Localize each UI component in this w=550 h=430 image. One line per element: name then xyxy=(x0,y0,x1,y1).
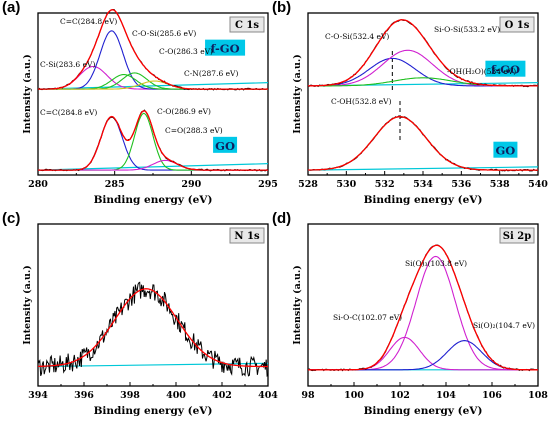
x-tick-label: 396 xyxy=(74,390,94,401)
spectrum-tag-box xyxy=(229,227,265,244)
panel-d: (d) 98 100 102 104 106 108 Binding energy (eV) I… xyxy=(272,210,548,417)
x-tick-label: 536 xyxy=(451,179,471,190)
baseline-curve xyxy=(37,163,269,171)
sample-label-box xyxy=(213,136,238,153)
x-tick-label: 404 xyxy=(258,390,278,401)
sample-label: GO xyxy=(495,144,515,158)
spectrum-tag-box xyxy=(229,16,265,33)
x-tick-label: 398 xyxy=(120,390,140,401)
fitted-envelope xyxy=(38,110,268,171)
peak-annotation: -OH(H₂O)(534 eV) xyxy=(447,67,516,76)
x-tick-label: 532 xyxy=(375,179,395,190)
y-axis-title: Intensity (a.u.) xyxy=(292,54,303,134)
sample-label-box xyxy=(485,60,526,77)
spectrum-tag: O 1s xyxy=(505,20,530,31)
x-tick-label: 540 xyxy=(528,179,548,190)
x-tick-label: 530 xyxy=(336,179,356,190)
fitted-envelope xyxy=(307,19,538,87)
sample-label: f-GO xyxy=(210,42,239,56)
peak-annotation: Si(O)₃(103.8 eV) xyxy=(405,259,467,268)
peak-annotation: Si-O-C(102.07 eV) xyxy=(333,313,402,322)
baseline-curve xyxy=(307,166,539,171)
x-tick-label: 528 xyxy=(298,179,318,190)
x-tick-label: 100 xyxy=(344,390,364,401)
fitted-envelope xyxy=(38,288,268,368)
panel-label: (b) xyxy=(272,0,291,16)
y-axis-title: Intensity (a.u.) xyxy=(22,265,33,345)
spectrum-tag: N 1s xyxy=(234,231,260,242)
x-tick-label: 280 xyxy=(28,179,48,190)
peak-annotation: C-N(287.6 eV) xyxy=(184,69,238,78)
panel-label: (d) xyxy=(272,210,291,227)
peak-annotation: C-O(286.9 eV) xyxy=(157,107,211,116)
spectrum-tag-box xyxy=(499,227,535,244)
peak-annotation: C-O(286.3 eV) xyxy=(159,47,213,56)
peak-annotation: C=C(284.8 eV) xyxy=(60,17,117,26)
spectrum-tag: Si 2p xyxy=(503,231,531,242)
peak-annotation: Si(O)₂(104.7 eV) xyxy=(473,321,535,330)
peak-annotation: C-O-Si(532.4 eV) xyxy=(325,32,389,41)
fitted-envelope xyxy=(38,9,268,90)
peak-annotation: C-O-Si(285.6 eV) xyxy=(132,29,196,38)
y-axis-title: Intensity (a.u.) xyxy=(22,54,33,134)
panel-b: (b) 528 530 532 534 536 538 540 Binding energy (… xyxy=(272,0,548,206)
x-axis-title: Binding energy (eV) xyxy=(364,405,483,417)
x-tick-label: 402 xyxy=(212,390,232,401)
peak-annotation: C=O(288.3 eV) xyxy=(165,126,223,135)
x-axis-title: Binding energy (eV) xyxy=(94,405,213,417)
x-tick-label: 98 xyxy=(301,390,315,401)
x-tick-label: 400 xyxy=(166,390,186,401)
x-axis-title: Binding energy (eV) xyxy=(364,194,483,206)
x-tick-label: 108 xyxy=(528,390,548,401)
panel-label: (c) xyxy=(2,210,20,227)
x-tick-label: 534 xyxy=(413,179,433,190)
x-axis-title: Binding energy (eV) xyxy=(94,194,213,206)
sample-label-box xyxy=(493,141,518,158)
panel-label: (a) xyxy=(2,0,20,16)
peak-annotation: C=C(284.8 eV) xyxy=(40,108,97,117)
panel-a: (a) 280 285 290 295 Binding energy (eV) Intens… xyxy=(2,0,278,206)
fitted-envelope xyxy=(308,244,538,371)
x-tick-label: 394 xyxy=(28,390,48,401)
panel-c: (c) 394 396 398 400 402 404 Binding energy (eV)… xyxy=(2,210,278,417)
baseline-curve xyxy=(37,82,269,90)
peak-annotation: C-OH(532.8 eV) xyxy=(331,97,392,106)
sample-label-box xyxy=(205,39,246,56)
peak-annotation: C-Si(283.6 eV) xyxy=(40,60,95,69)
sample-label: GO xyxy=(215,139,235,153)
x-tick-label: 106 xyxy=(482,390,502,401)
x-tick-label: 104 xyxy=(436,390,456,401)
sample-label: f-GO xyxy=(491,63,520,77)
spectrum-tag-box xyxy=(499,16,535,33)
spectrum-tag: C 1s xyxy=(235,20,259,31)
x-tick-label: 285 xyxy=(105,179,125,190)
peak-annotation: Si-O-Si(533.2 eV) xyxy=(434,25,500,34)
component-peak xyxy=(308,336,538,371)
x-tick-label: 295 xyxy=(258,179,278,190)
experimental-spectrum xyxy=(37,281,269,377)
y-axis-title: Intensity (a.u.) xyxy=(292,265,303,345)
x-tick-label: 102 xyxy=(390,390,410,401)
plot-frame xyxy=(307,223,539,387)
x-tick-label: 290 xyxy=(181,179,201,190)
x-tick-label: 538 xyxy=(490,179,510,190)
fitted-envelope xyxy=(308,116,538,171)
